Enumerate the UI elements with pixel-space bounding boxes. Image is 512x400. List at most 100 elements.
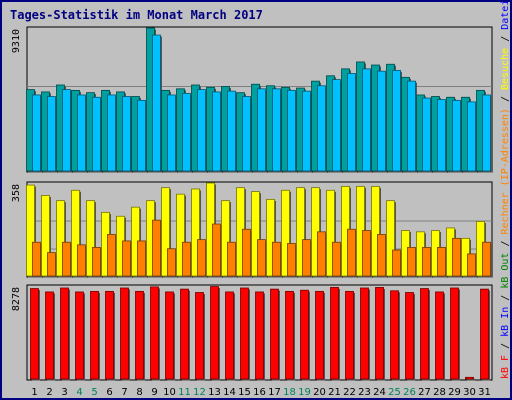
bar-shadow [467,378,475,381]
bar-kbytes-kbf [165,291,174,380]
bar-kbytes-kbf [300,289,309,380]
x-tick-label: 16 [253,387,266,398]
bar-visits-ipadressen [47,252,56,277]
bar-kbytes-kbf [315,290,324,380]
bar-hits-dateien [167,94,176,172]
bar-kbytes-kbf [75,291,84,380]
x-tick-label: 13 [208,387,221,398]
legend-separator: / [500,30,511,48]
bar-hits-dateien [182,93,191,172]
bar-visits-besuche [386,200,395,277]
bar-visits-ipadressen [32,241,41,277]
x-tick-label: 20 [313,387,326,398]
bar-kbytes-kbf [345,290,354,380]
x-tick-label: 26 [403,387,416,398]
bar-hits-dateien [407,80,416,172]
x-tick-label: 5 [91,387,97,398]
bar-kbytes-kbf [240,287,249,380]
bar-hits-dateien [287,89,296,172]
bar-visits-ipadressen [62,241,71,277]
bar-visits-ipadressen [407,247,416,277]
bar-kbytes-kbf [360,287,369,380]
bar-hits-dateien [332,79,341,172]
bar-visits-ipadressen [332,241,341,277]
bar-visits-besuche [281,189,290,277]
bar-kbytes-kbf [225,291,234,380]
x-tick-label: 28 [433,387,446,398]
bar-visits-ipadressen [182,241,191,277]
bar-kbytes-kbf [285,290,294,380]
x-tick-label: 7 [121,387,127,398]
bar-visits-besuche [266,198,275,277]
bar-hits-dateien [107,94,116,172]
bar-visits-ipadressen [422,247,431,277]
bar-visits-ipadressen [482,241,491,277]
bar-hits-dateien [467,101,476,172]
bar-visits-besuche [26,184,35,277]
x-tick-label: 27 [418,387,431,398]
x-tick-label: 11 [178,387,191,398]
x-tick-label: 29 [448,387,461,398]
legend-entry: kB Out [500,253,511,289]
bar-visits-ipadressen [317,231,326,277]
bar-hits-dateien [212,91,221,172]
bar-kbytes-kbf [45,291,54,380]
y-max-label: 8278 [11,287,22,311]
bar-kbytes-kbf [210,286,219,380]
bar-hits-dateien [32,94,41,172]
x-tick-label: 3 [61,387,67,398]
bar-kbytes-kbf [255,291,264,380]
x-tick-label: 21 [328,387,341,398]
bar-kbytes-kbf [390,290,399,380]
bar-visits-ipadressen [347,228,356,277]
bar-visits-besuche [371,185,380,277]
bar-hits-dateien [392,69,401,172]
bar-kbytes-kbf [375,287,384,380]
bar-visits-besuche [191,188,200,277]
bar-hits-dateien [317,85,326,172]
bar-hits-dateien [92,96,101,172]
bar-kbytes-kbf [480,288,489,380]
bar-hits-dateien [377,70,386,172]
legend-separator: / [500,234,511,252]
bar-hits-dateien [137,99,146,172]
x-tick-label: 8 [136,387,142,398]
legend-entry: Rechner (IP-Adressen) [500,108,511,234]
bar-visits-ipadressen [227,241,236,277]
bar-hits-dateien [257,88,266,172]
bar-visits-ipadressen [212,223,221,277]
bar-kbytes-kbf [450,287,459,380]
legend-entry: kB In [500,307,511,337]
x-tick-label: 15 [238,387,251,398]
bar-kbytes-kbf [90,290,99,380]
bar-hits-dateien [422,97,431,172]
x-tick-label: 18 [283,387,296,398]
bar-hits-dateien [347,73,356,172]
x-tick-label: 31 [478,387,491,398]
bar-visits-ipadressen [137,240,146,277]
legend-entry: Besuche [500,48,511,90]
bar-visits-ipadressen [107,234,116,277]
x-tick-label: 12 [193,387,206,398]
bar-visits-ipadressen [92,247,101,277]
bar-kbytes-kbf [465,376,474,380]
legend-entry: kB F [500,355,511,379]
x-tick-label: 25 [388,387,401,398]
bar-kbytes-kbf [150,286,159,380]
chart-title: Tages-Statistik im Monat March 2017 [10,8,263,22]
side-legend: kB F / kB In / kB Out / Rechner (IP-Adre… [500,2,511,379]
x-tick-label: 23 [358,387,371,398]
x-tick-label: 17 [268,387,281,398]
y-max-label: 9310 [11,29,22,53]
bar-hits-dateien [362,68,371,172]
bar-visits-ipadressen [287,243,296,277]
bar-visits-ipadressen [257,239,266,277]
bar-visits-besuche [221,200,230,277]
bar-visits-besuche [251,191,260,277]
bar-visits-besuche [71,189,80,277]
bar-kbytes-kbf [180,288,189,380]
bar-visits-besuche [161,187,170,277]
x-tick-label: 6 [106,387,112,398]
bar-visits-ipadressen [167,248,176,277]
